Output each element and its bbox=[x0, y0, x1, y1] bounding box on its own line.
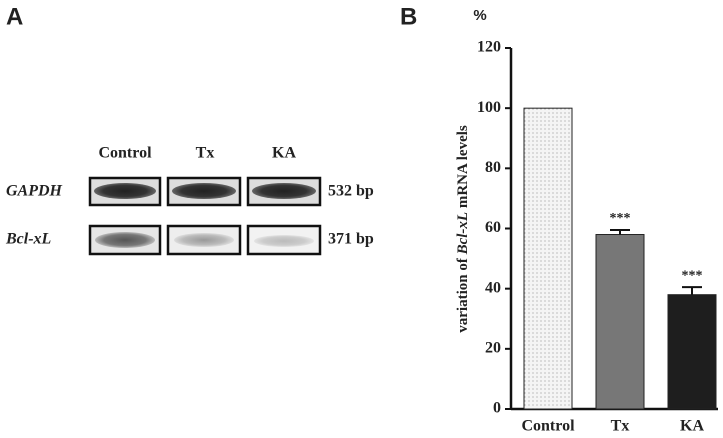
y-tick-label: 40 bbox=[485, 279, 501, 296]
y-axis-title-part: variation of bbox=[455, 254, 471, 332]
y-tick-label: 60 bbox=[485, 219, 501, 236]
x-tick-label: Tx bbox=[611, 418, 630, 435]
panel-label: B bbox=[400, 3, 417, 30]
y-tick-label: 0 bbox=[493, 400, 501, 417]
bar bbox=[523, 107, 573, 410]
gel-bands bbox=[94, 183, 316, 248]
lane-label: Tx bbox=[196, 145, 215, 162]
y-tick-label: 80 bbox=[485, 159, 501, 176]
x-tick-label: Control bbox=[521, 418, 575, 435]
band-size: 371 bp bbox=[328, 231, 374, 248]
bar-chart: 0 20 40 60 80 100 120 Control *** Tx *** KA bbox=[477, 39, 718, 435]
significance-label: *** bbox=[682, 268, 703, 283]
lane-label: KA bbox=[272, 145, 296, 162]
bar bbox=[667, 294, 717, 410]
panel-label: A bbox=[6, 3, 23, 30]
x-tick-label: KA bbox=[680, 418, 704, 435]
lane-label: Control bbox=[98, 145, 152, 162]
significance-label: *** bbox=[610, 211, 631, 226]
y-tick-label: 20 bbox=[485, 340, 501, 357]
y-tick-label: 120 bbox=[477, 39, 501, 56]
y-axis-title: variation of Bcl-xL mRNA levels bbox=[455, 125, 471, 333]
unit-label: % bbox=[473, 7, 486, 24]
gene-label: Bcl-xL bbox=[5, 231, 52, 248]
y-axis-title-part: Bcl-xL bbox=[455, 212, 471, 256]
y-axis-title-part: mRNA levels bbox=[455, 125, 471, 212]
gene-label: GAPDH bbox=[6, 183, 63, 200]
y-tick-label: 100 bbox=[477, 99, 501, 116]
bar bbox=[595, 234, 645, 410]
band-size: 532 bp bbox=[328, 183, 374, 200]
